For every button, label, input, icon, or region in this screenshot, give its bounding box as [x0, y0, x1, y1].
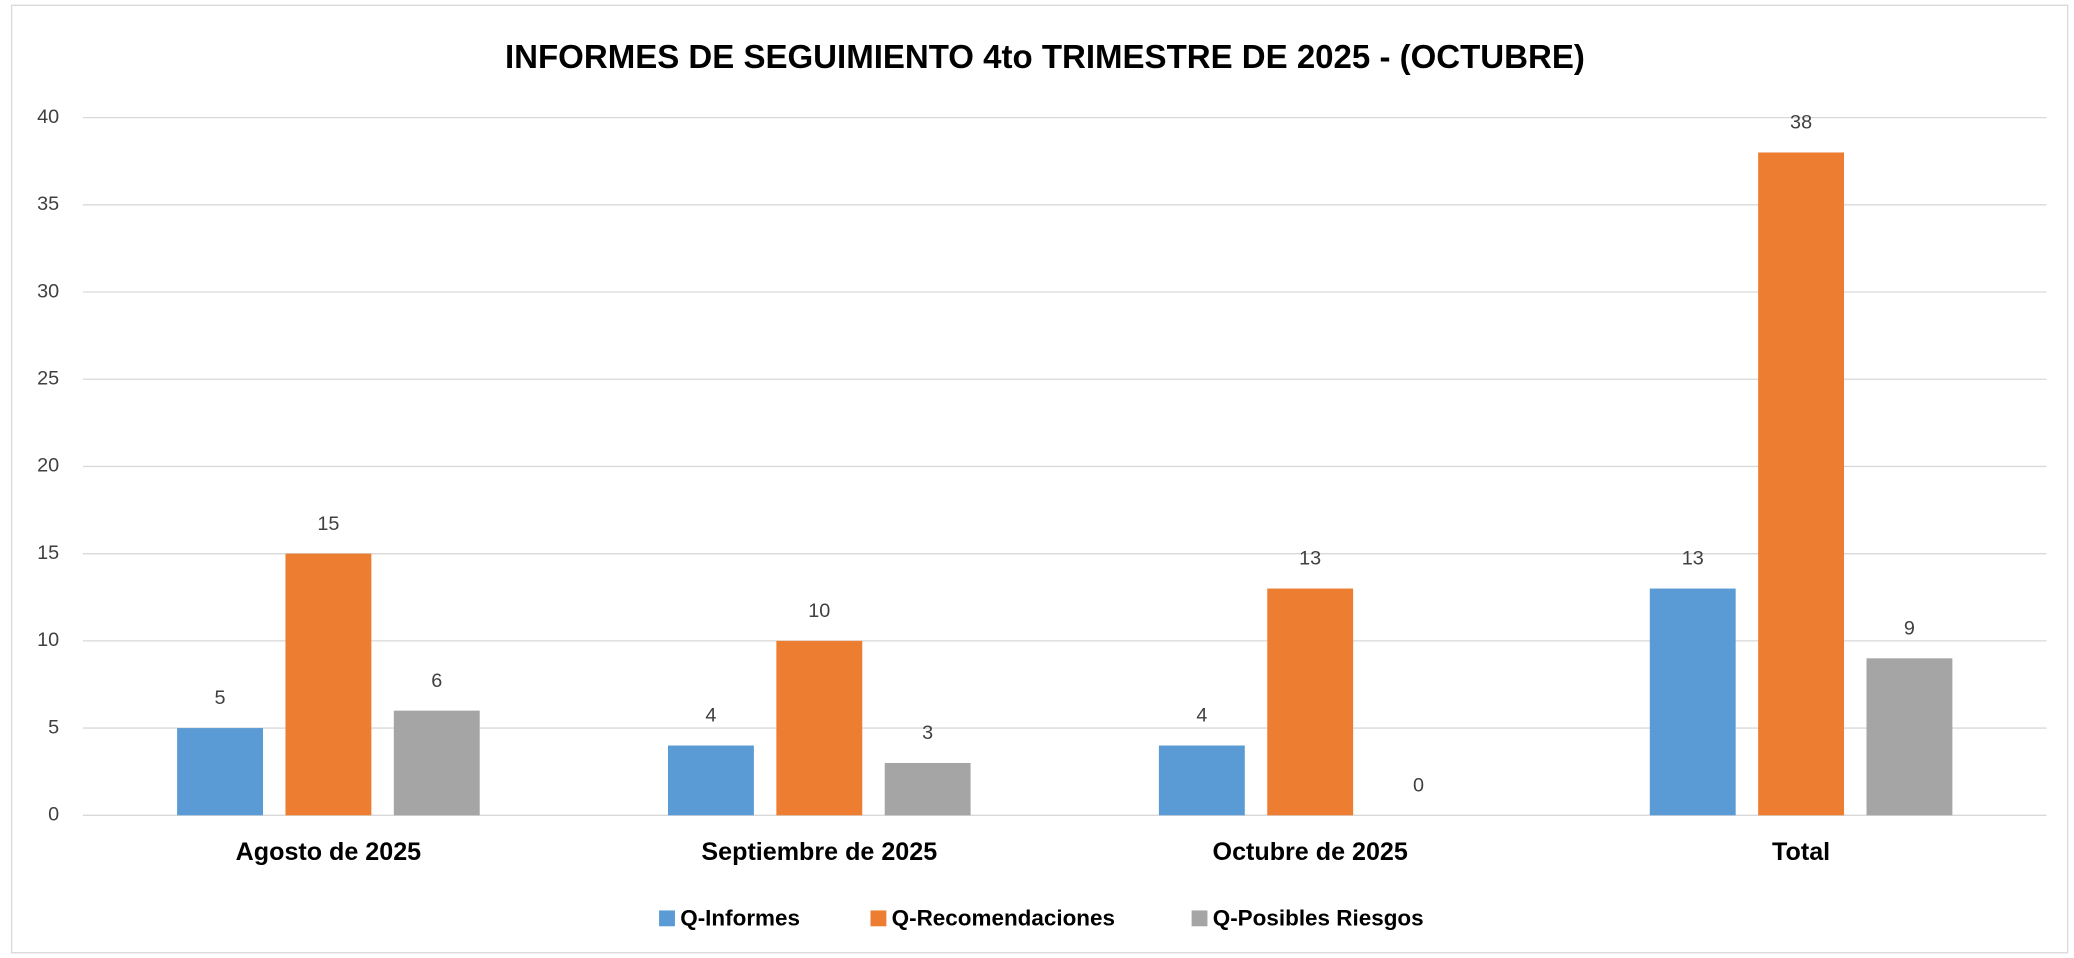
bar [884, 762, 971, 816]
data-label: 4 [1196, 705, 1207, 727]
bar [776, 640, 863, 816]
y-tick-label: 20 [37, 455, 59, 477]
y-tick-label: 15 [37, 542, 59, 564]
bar [1758, 152, 1845, 816]
data-label: 38 [1790, 112, 1812, 134]
data-label: 13 [1299, 548, 1321, 570]
legend-swatch [659, 910, 675, 927]
y-tick-label: 0 [48, 804, 59, 826]
data-label: 0 [1413, 774, 1424, 796]
bar [393, 710, 480, 816]
x-tick-label: Octubre de 2025 [1213, 838, 1408, 866]
x-tick-label: Total [1772, 838, 1830, 866]
bar [285, 553, 372, 816]
y-tick-label: 5 [48, 716, 59, 738]
legend-label: Q-Posibles Riesgos [1213, 906, 1424, 931]
bar [1649, 588, 1736, 816]
bar [1866, 658, 1953, 816]
legend-swatch [1191, 910, 1208, 927]
data-label: 3 [922, 722, 933, 744]
y-tick-label: 35 [37, 193, 59, 215]
legend-label: Q-Informes [680, 906, 800, 931]
bar [1267, 588, 1354, 816]
data-label: 6 [431, 670, 442, 692]
data-label: 15 [317, 513, 339, 535]
y-tick-label: 10 [37, 629, 59, 651]
legend-swatch [870, 910, 887, 927]
bar [177, 728, 264, 816]
y-tick-label: 30 [37, 280, 59, 302]
x-tick-label: Agosto de 2025 [236, 838, 422, 866]
x-tick-label: Septiembre de 2025 [701, 838, 937, 866]
bar [668, 745, 754, 816]
y-tick-label: 25 [37, 367, 59, 389]
data-label: 5 [215, 687, 226, 709]
bar [1158, 745, 1245, 816]
chart-title: INFORMES DE SEGUIMIENTO 4to TRIMESTRE DE… [505, 38, 1585, 75]
y-tick-label: 40 [37, 106, 59, 128]
data-label: 10 [808, 600, 830, 622]
legend-label: Q-Recomendaciones [892, 906, 1115, 931]
data-label: 4 [705, 705, 716, 727]
data-label: 9 [1904, 617, 1915, 639]
data-label: 13 [1682, 548, 1704, 570]
